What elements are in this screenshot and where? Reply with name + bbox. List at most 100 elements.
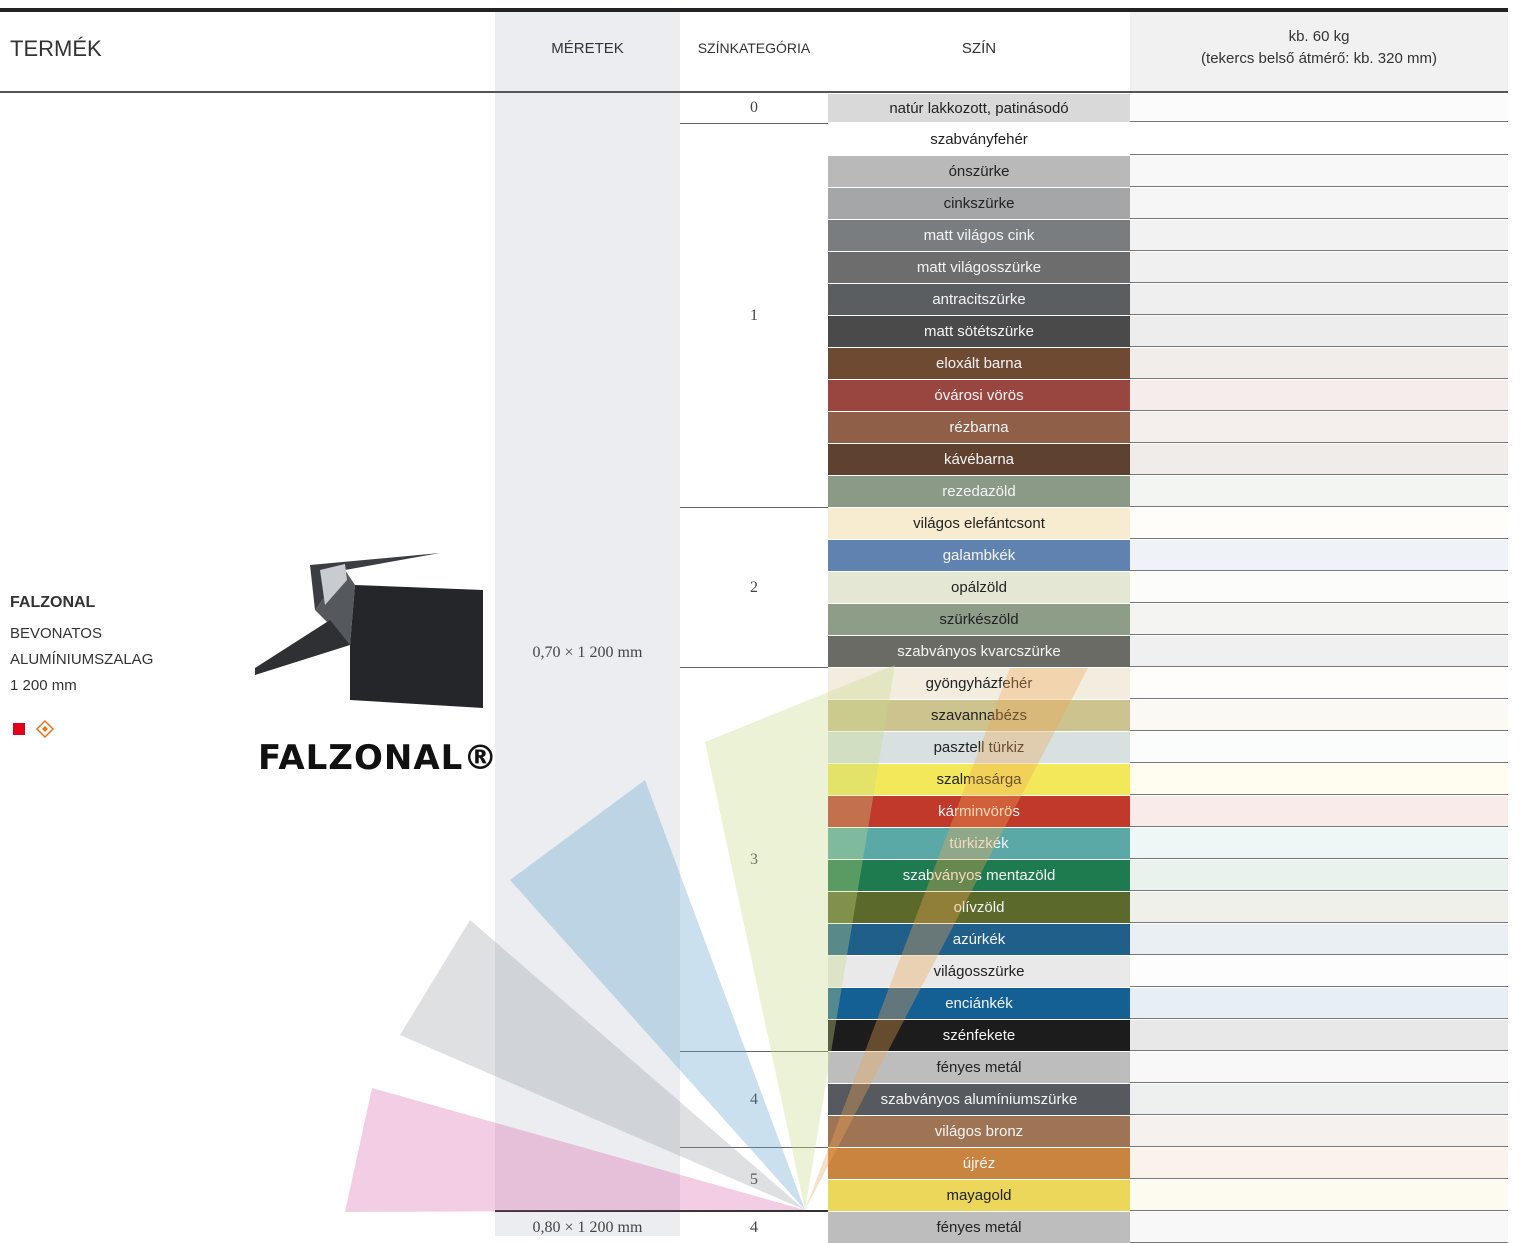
weight-cell <box>1130 188 1508 219</box>
weight-cell <box>1130 732 1508 763</box>
weight-cell <box>1130 252 1508 283</box>
category-cell: 1 <box>750 306 758 324</box>
group-rule <box>680 507 828 508</box>
color-cell: ónszürke <box>828 156 1130 187</box>
weight-cell <box>1130 444 1508 475</box>
weight-cell <box>1130 284 1508 315</box>
product-line: 1 200 mm <box>10 677 77 694</box>
header-weight: kb. 60 kg <box>1288 28 1350 45</box>
weight-cell <box>1130 540 1508 571</box>
header-weight-note: (tekercs belső átmérő: kb. 320 mm) <box>1201 50 1437 67</box>
color-cell: enciánkék <box>828 988 1130 1019</box>
weight-cell <box>1130 1084 1508 1115</box>
group-rule <box>680 1051 828 1052</box>
profile-fold <box>315 570 355 645</box>
weight-cell <box>1130 892 1508 923</box>
product-image <box>255 553 483 708</box>
color-cell: szabványfehér <box>828 124 1130 155</box>
weight-cell <box>1130 1180 1508 1211</box>
group-rule <box>680 667 828 668</box>
weight-cell <box>1130 412 1508 443</box>
category-cell: 5 <box>750 1170 758 1188</box>
category-cell: 4 <box>750 1090 758 1108</box>
weight-cell <box>1130 156 1508 187</box>
product-line: BEVONATOS <box>10 625 102 642</box>
weight-cell <box>1130 700 1508 731</box>
product-logo: FALZONAL® <box>258 738 499 778</box>
color-cell: azúrkék <box>828 924 1130 955</box>
weight-cell <box>1130 1212 1508 1243</box>
top-rule <box>0 8 1508 12</box>
weight-cell <box>1130 1020 1508 1051</box>
weight-cell <box>1130 380 1508 411</box>
color-cell: cinkszürke <box>828 188 1130 219</box>
category-cell: 3 <box>750 850 758 868</box>
weight-cell <box>1130 828 1508 859</box>
weight-cell <box>1130 860 1508 891</box>
product-name: FALZONAL <box>10 594 96 611</box>
color-cell: mayagold <box>828 1180 1130 1211</box>
weight-cell <box>1130 764 1508 795</box>
size-cell: 0,70 × 1 200 mm <box>532 643 643 661</box>
header-sizes: MÉRETEK <box>551 40 624 57</box>
product-line: ALUMÍNIUMSZALAG <box>10 651 154 668</box>
color-cell: antracitszürke <box>828 284 1130 315</box>
color-cell: kávébarna <box>828 444 1130 475</box>
color-cell: rezedazöld <box>828 476 1130 507</box>
group-rule <box>680 1147 828 1148</box>
weight-cell <box>1130 1116 1508 1147</box>
weight-cell <box>1130 124 1508 155</box>
color-cell: óvárosi vörös <box>828 380 1130 411</box>
color-cell: matt világos cink <box>828 220 1130 251</box>
color-cell: szénfekete <box>828 1020 1130 1051</box>
weight-cell <box>1130 572 1508 603</box>
weight-cell <box>1130 924 1508 955</box>
color-cell: galambkék <box>828 540 1130 571</box>
color-cell: világosszürke <box>828 956 1130 987</box>
color-cell: fényes metál <box>828 1212 1130 1243</box>
icon-diamond <box>35 719 55 738</box>
weight-cell <box>1130 94 1508 122</box>
color-cell: fényes metál <box>828 1052 1130 1083</box>
color-cell: rézbarna <box>828 412 1130 443</box>
weight-cell <box>1130 1052 1508 1083</box>
color-cell: szabványos kvarcszürke <box>828 636 1130 667</box>
color-cell: natúr lakkozott, patinásodó <box>828 94 1130 122</box>
product-lines: BEVONATOS ALUMÍNIUMSZALAG 1 200 mm <box>10 621 153 699</box>
color-cell: matt sötétszürke <box>828 316 1130 347</box>
color-cell: szalmasárga <box>828 764 1130 795</box>
color-cell: világos bronz <box>828 1116 1130 1147</box>
category-cell: 4 <box>750 1218 758 1236</box>
weight-cell <box>1130 956 1508 987</box>
color-cell: olívzöld <box>828 892 1130 923</box>
header-category: SZÍNKATEGÓRIA <box>697 40 811 56</box>
header-color: SZÍN <box>961 40 997 57</box>
weight-cell <box>1130 316 1508 347</box>
color-cell: matt világosszürke <box>828 252 1130 283</box>
product-icons <box>13 719 55 738</box>
category-cell: 2 <box>750 578 758 596</box>
size-rule <box>495 1210 828 1212</box>
weight-cell <box>1130 988 1508 1019</box>
header-rule <box>0 91 1508 93</box>
weight-cell <box>1130 220 1508 251</box>
weight-cell <box>1130 668 1508 699</box>
profile-left <box>255 620 350 675</box>
color-cell: opálzöld <box>828 572 1130 603</box>
profile-highlight <box>320 564 347 605</box>
weight-cell <box>1130 348 1508 379</box>
weight-cell <box>1130 508 1508 539</box>
group-rule <box>680 123 828 124</box>
color-cell: világos elefántcsont <box>828 508 1130 539</box>
color-cell: gyöngyházfehér <box>828 668 1130 699</box>
weight-cell <box>1130 796 1508 827</box>
color-cell: szabványos mentazöld <box>828 860 1130 891</box>
icon-diamond-inner <box>42 726 48 732</box>
profile-right <box>350 585 483 708</box>
header-product: TERMÉK <box>10 36 102 61</box>
color-cell: kárminvörös <box>828 796 1130 827</box>
size-cell: 0,80 × 1 200 mm <box>532 1218 643 1236</box>
weight-header-bg <box>1130 12 1508 92</box>
color-cell: türkizkék <box>828 828 1130 859</box>
